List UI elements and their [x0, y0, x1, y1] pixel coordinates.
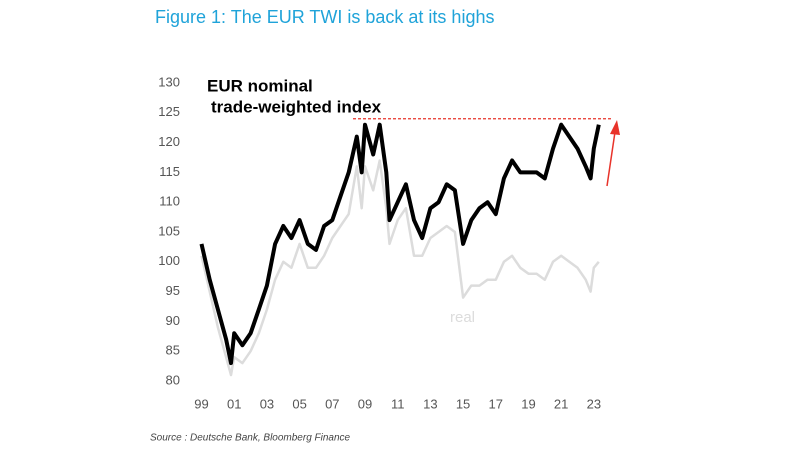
- x-tick-label: 01: [227, 396, 241, 411]
- x-tick-label: 07: [325, 396, 339, 411]
- x-tick-label: 11: [391, 396, 405, 411]
- y-tick-label: 90: [166, 313, 180, 328]
- arrow-shaft: [606, 131, 616, 187]
- y-tick-label: 130: [158, 74, 180, 89]
- y-tick-label: 100: [158, 253, 180, 268]
- arrow-head: [610, 120, 620, 135]
- x-tick-label: 19: [521, 396, 535, 411]
- series-line: [199, 122, 601, 366]
- series-label: real: [450, 309, 475, 326]
- x-tick-label: 23: [587, 396, 601, 411]
- chart-title: Figure 1: The EUR TWI is back at its hig…: [155, 7, 494, 27]
- y-tick-label: 115: [159, 164, 180, 179]
- y-tick-label: 110: [159, 194, 180, 209]
- x-tick-label: 13: [423, 396, 437, 411]
- x-tick-label: 03: [260, 396, 274, 411]
- x-tick-label: 09: [358, 396, 372, 411]
- x-tick-label: 99: [194, 396, 208, 411]
- y-tick-label: 105: [158, 223, 180, 238]
- x-tick-label: 15: [456, 396, 470, 411]
- series-line: [200, 159, 600, 377]
- annotation: trade-weighted index: [211, 97, 382, 116]
- x-tick-label: 21: [554, 396, 568, 411]
- y-tick-label: 80: [166, 372, 180, 387]
- y-tick-label: 95: [166, 283, 180, 298]
- y-tick-label: 85: [166, 343, 180, 358]
- x-tick-label: 17: [489, 396, 503, 411]
- y-tick-label: 120: [158, 134, 180, 149]
- y-tick-label: 125: [158, 104, 180, 119]
- annotation: EUR nominal: [207, 76, 313, 95]
- source: Source : Deutsche Bank, Bloomberg Financ…: [150, 433, 351, 444]
- x-tick-label: 05: [292, 396, 306, 411]
